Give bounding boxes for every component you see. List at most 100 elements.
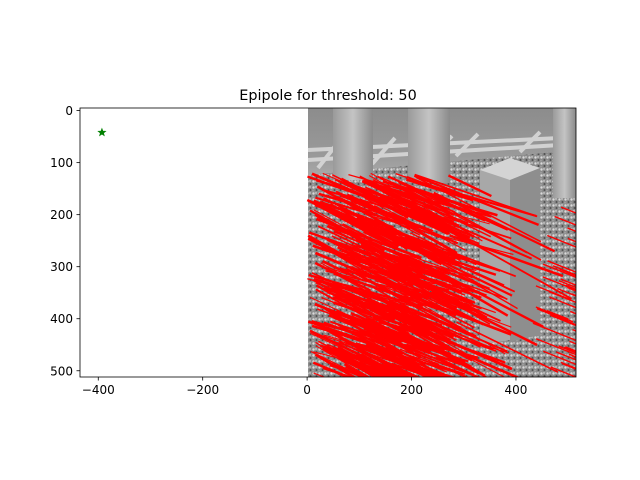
chart-title: Epipole for threshold: 50 xyxy=(239,88,416,104)
flow-vector xyxy=(550,315,576,327)
flow-vector xyxy=(547,260,576,273)
flow-vector xyxy=(567,286,576,292)
x-tick-label: −400 xyxy=(82,383,115,397)
flow-vector xyxy=(368,175,483,242)
flow-vector xyxy=(313,372,326,377)
flow-vector xyxy=(413,328,506,377)
flow-vector xyxy=(333,301,437,337)
flow-vector xyxy=(322,259,359,280)
flow-vector xyxy=(397,306,494,351)
flow-vector xyxy=(448,279,509,317)
flow-vector xyxy=(438,286,473,306)
flow-vector xyxy=(414,173,538,218)
flow-vector xyxy=(560,278,576,286)
flow-vector xyxy=(339,178,377,200)
flow-vector xyxy=(400,361,457,377)
flow-vector xyxy=(373,225,442,266)
flow-vector xyxy=(327,361,366,377)
flow-vector xyxy=(565,346,576,352)
flow-vector xyxy=(562,362,576,370)
flow-vector xyxy=(363,181,441,212)
flow-vector xyxy=(317,225,414,273)
flow-vector xyxy=(336,253,462,309)
flow-vector xyxy=(547,234,576,248)
flow-vector xyxy=(543,350,576,366)
epipole-marker xyxy=(97,127,107,137)
flow-vector xyxy=(316,185,419,244)
flow-vector xyxy=(341,249,408,272)
flow-vector xyxy=(310,332,344,350)
flow-vector xyxy=(312,244,362,264)
flow-vector xyxy=(337,367,370,377)
flow-vector xyxy=(431,344,488,377)
flow-vector xyxy=(392,235,508,301)
x-axis: −400 −200 0 200 400 xyxy=(82,377,527,397)
flow-vector xyxy=(384,197,451,236)
flow-vector xyxy=(569,310,576,315)
flow-vector xyxy=(421,210,463,233)
flow-vector xyxy=(377,175,446,205)
flow-vector xyxy=(546,309,569,320)
y-tick-label: 500 xyxy=(50,364,73,378)
flow-vector xyxy=(363,328,474,376)
flow-vector xyxy=(410,207,470,244)
flow-vector xyxy=(550,366,576,377)
flow-vector xyxy=(560,206,576,214)
flow-vector xyxy=(314,353,357,377)
flow-vector xyxy=(571,354,576,359)
flow-vector xyxy=(359,198,471,263)
flow-vector xyxy=(408,276,474,312)
flow-vector xyxy=(314,251,423,299)
flow-vector xyxy=(337,346,399,377)
flow-vector xyxy=(565,284,576,291)
flow-vector xyxy=(384,346,440,377)
flow-vector xyxy=(319,200,366,219)
flow-vector xyxy=(308,231,369,255)
flow-vector xyxy=(321,281,402,306)
flow-vector xyxy=(321,346,386,377)
flow-vector xyxy=(350,311,450,358)
flow-vector xyxy=(386,303,444,323)
flow-vector xyxy=(311,172,395,211)
flow-vector xyxy=(342,223,383,246)
flow-vector xyxy=(321,246,447,285)
axes-frame xyxy=(79,107,577,378)
y-tick-label: 0 xyxy=(65,104,73,118)
y-tick-label: 300 xyxy=(50,260,73,274)
flow-vector xyxy=(556,351,576,361)
flow-vector xyxy=(377,365,409,377)
flow-vector xyxy=(396,262,453,284)
flow-vector xyxy=(558,279,576,289)
flow-vector xyxy=(558,345,576,354)
flow-vector xyxy=(394,314,453,350)
flow-vector xyxy=(307,320,371,344)
flow-vector xyxy=(567,227,576,233)
flow-vector xyxy=(535,306,574,323)
flow-vector xyxy=(382,364,408,377)
flow-vector xyxy=(395,172,452,194)
x-tick-label: 0 xyxy=(303,383,311,397)
flow-vector xyxy=(542,276,576,291)
y-axis: 0 100 200 300 400 500 xyxy=(50,104,80,378)
flow-vector xyxy=(308,273,423,308)
flow-vector xyxy=(340,180,455,223)
flow-vector xyxy=(424,291,460,314)
flow-vector xyxy=(361,179,460,228)
flow-vector xyxy=(571,293,576,297)
flow-vector xyxy=(331,235,372,256)
flow-vector xyxy=(322,367,354,377)
y-tick-label: 200 xyxy=(50,208,73,222)
flow-vectors xyxy=(306,172,576,377)
flow-vector xyxy=(386,347,466,375)
flow-vector xyxy=(358,354,404,377)
flow-vector xyxy=(401,225,514,256)
flow-vector xyxy=(390,282,512,328)
flow-vector xyxy=(333,272,457,317)
flow-vector xyxy=(351,362,377,377)
flow-vector xyxy=(559,268,576,277)
flow-vector xyxy=(409,295,512,336)
flow-vector xyxy=(318,326,402,356)
flow-vector xyxy=(535,338,576,356)
flow-vector xyxy=(364,197,466,251)
